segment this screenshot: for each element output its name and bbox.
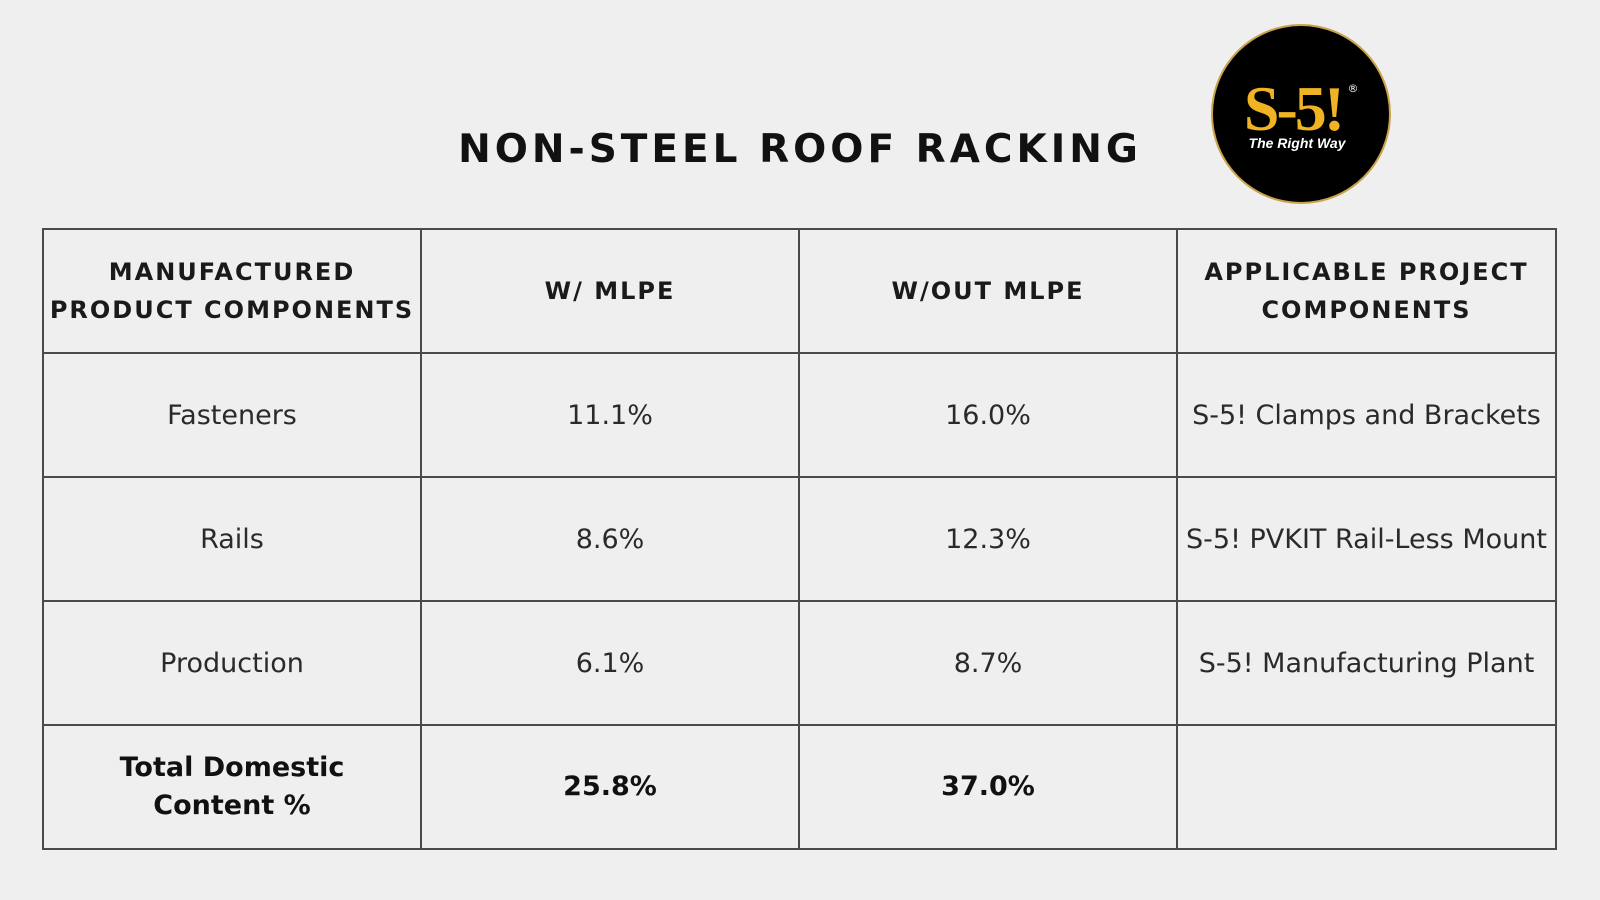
roof-racking-table: MANUFACTURED PRODUCT COMPONENTS W/ MLPE …: [42, 228, 1557, 850]
header-line: W/OUT MLPE: [891, 277, 1085, 305]
table-header-row: MANUFACTURED PRODUCT COMPONENTS W/ MLPE …: [42, 228, 1557, 354]
header-without-mlpe: W/OUT MLPE: [798, 228, 1178, 354]
with-mlpe-cell: 8.6%: [420, 476, 800, 602]
header-applicable-project-components: APPLICABLE PROJECT COMPONENTS: [1176, 228, 1557, 354]
table-row: Fasteners 11.1% 16.0% S-5! Clamps and Br…: [42, 352, 1557, 478]
total-row: Total Domestic Content % 25.8% 37.0%: [42, 724, 1557, 850]
logo-registered: ®: [1348, 82, 1359, 95]
with-mlpe-cell: 6.1%: [420, 600, 800, 726]
s5-logo-graphic: S-5! ® The Right Way: [1244, 73, 1359, 151]
project-cell: S-5! PVKIT Rail-Less Mount: [1176, 476, 1557, 602]
total-label-line: Content %: [153, 790, 311, 821]
component-cell: Fasteners: [42, 352, 422, 478]
project-cell: S-5! Manufacturing Plant: [1176, 600, 1557, 726]
component-cell: Rails: [42, 476, 422, 602]
total-label-line: Total Domestic: [119, 752, 345, 783]
header-manufactured-components: MANUFACTURED PRODUCT COMPONENTS: [42, 228, 422, 354]
total-with-mlpe-cell: 25.8%: [420, 724, 800, 850]
table-row: Production 6.1% 8.7% S-5! Manufacturing …: [42, 600, 1557, 726]
header-with-mlpe: W/ MLPE: [420, 228, 800, 354]
total-project-cell: [1176, 724, 1557, 850]
table-row: Rails 8.6% 12.3% S-5! PVKIT Rail-Less Mo…: [42, 476, 1557, 602]
header-line: APPLICABLE PROJECT: [1204, 258, 1529, 286]
without-mlpe-cell: 16.0%: [798, 352, 1178, 478]
header-line: COMPONENTS: [1261, 296, 1472, 324]
with-mlpe-cell: 11.1%: [420, 352, 800, 478]
project-cell: S-5! Clamps and Brackets: [1176, 352, 1557, 478]
logo-tagline: The Right Way: [1249, 135, 1347, 151]
without-mlpe-cell: 8.7%: [798, 600, 1178, 726]
s5-logo: S-5! ® The Right Way: [1213, 26, 1389, 202]
header-line: MANUFACTURED: [108, 258, 356, 286]
total-without-mlpe-cell: 37.0%: [798, 724, 1178, 850]
page-title: NON-STEEL ROOF RACKING: [458, 127, 1142, 172]
header-line: PRODUCT COMPONENTS: [49, 296, 415, 324]
component-cell: Production: [42, 600, 422, 726]
total-label-cell: Total Domestic Content %: [42, 724, 422, 850]
logo-mark: S-5!: [1244, 73, 1342, 144]
header-line: W/ MLPE: [544, 277, 676, 305]
without-mlpe-cell: 12.3%: [798, 476, 1178, 602]
